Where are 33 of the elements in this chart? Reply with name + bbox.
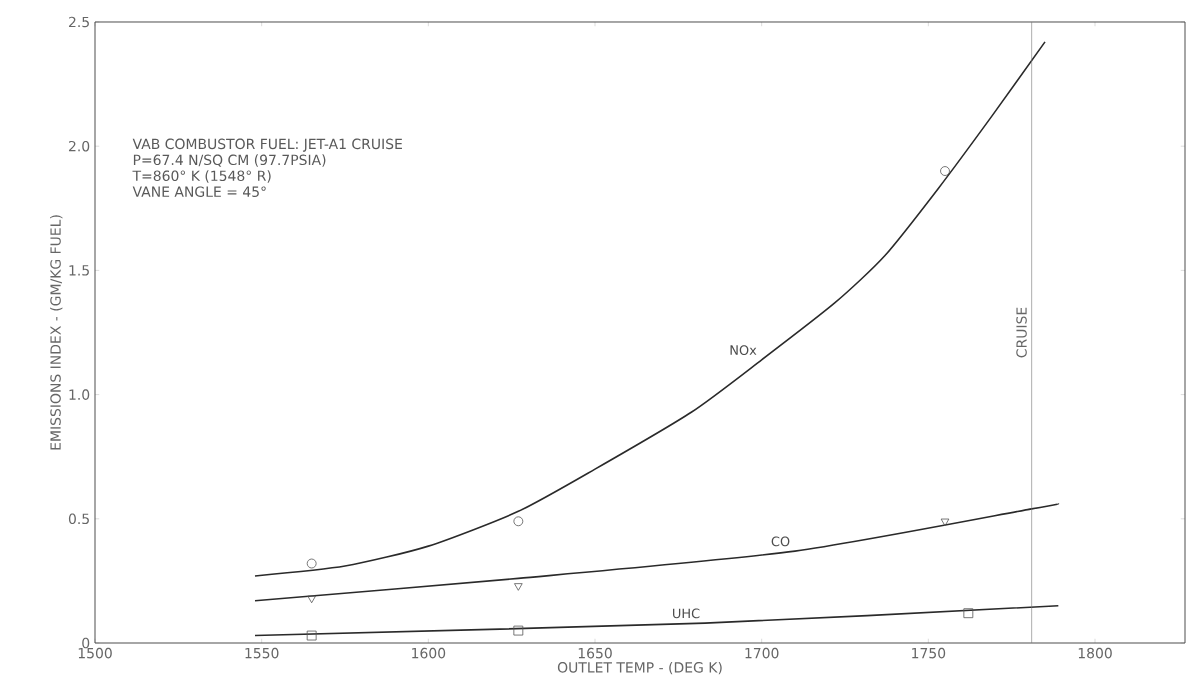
- annotation: VAB COMBUSTOR FUEL: JET-A1 CRUISE: [132, 138, 402, 152]
- point: [514, 583, 523, 591]
- annotation: VANE ANGLE = 45°: [132, 186, 266, 197]
- series-label: NOx: [730, 345, 757, 355]
- x-tick-label: 1500: [78, 647, 112, 659]
- point: [513, 625, 524, 636]
- y-tick-label: 2.0: [68, 140, 90, 152]
- x-tick-label: 1550: [245, 647, 279, 659]
- y-tick-label: 1.0: [69, 389, 90, 400]
- y-tick-label: 2.5: [68, 16, 89, 28]
- point: [513, 516, 524, 527]
- x-tick-label: 1650: [578, 647, 612, 659]
- y-tick-label: 0.5: [68, 513, 89, 525]
- point: [963, 608, 974, 619]
- x-tick-label: 1800: [1078, 647, 1112, 659]
- series-label: UHC: [673, 608, 700, 619]
- annotation: P=67.4 N/SQ CM (97.7PSIA): [133, 154, 326, 167]
- x-tick-label: 1750: [912, 647, 946, 659]
- point: [306, 558, 317, 569]
- y-tick-label: 1.5: [69, 265, 89, 276]
- ref-line-label: CRUISE: [1016, 307, 1027, 358]
- y-tick-label: 0: [82, 637, 90, 649]
- x-tick-label: 1700: [745, 647, 779, 659]
- x-tick-label: 1600: [412, 647, 446, 659]
- point: [940, 518, 950, 527]
- point: [940, 166, 950, 176]
- line-series: [254, 503, 1060, 602]
- x-axis-title: OUTLET TEMP - (DEG K): [557, 661, 722, 675]
- y-axis-title: EMISSIONS INDEX - (GM/KG FUEL): [50, 215, 63, 450]
- point: [307, 595, 316, 604]
- annotation: T=860° K (1548° R): [132, 170, 271, 183]
- series-label: CO: [771, 536, 790, 547]
- point: [306, 630, 317, 641]
